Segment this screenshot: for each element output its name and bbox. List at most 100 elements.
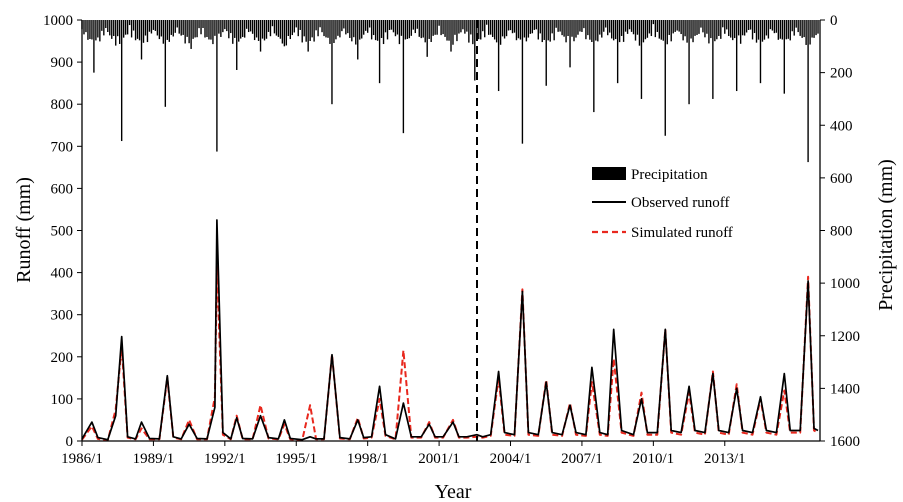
- precip-bar: [670, 20, 672, 42]
- precip-bar: [285, 20, 288, 46]
- precip-bar: [728, 20, 730, 37]
- precip-bar: [573, 20, 575, 42]
- precip-bar: [95, 20, 97, 41]
- precip-bar: [672, 20, 674, 34]
- precip-bar: [805, 20, 807, 45]
- precip-bar: [807, 20, 809, 163]
- precip-bar: [654, 20, 657, 38]
- precip-bar: [501, 20, 504, 37]
- precip-bar: [474, 20, 476, 81]
- precip-bar: [614, 20, 617, 40]
- precip-bar: [299, 20, 301, 30]
- precip-bar: [430, 20, 432, 42]
- precip-bar: [402, 20, 405, 134]
- x-tick-label: 2001/1: [418, 451, 460, 467]
- precip-bar: [438, 20, 440, 26]
- precip-bar: [212, 20, 214, 45]
- precip-bar: [724, 20, 726, 34]
- precip-bar: [803, 20, 805, 38]
- precip-bar: [289, 20, 291, 40]
- precip-bar: [557, 20, 559, 32]
- precip-bar: [622, 20, 625, 42]
- precip-bar: [595, 20, 597, 41]
- left-tick-label: 100: [51, 392, 74, 408]
- precip-bar: [436, 20, 438, 35]
- precip-bar: [527, 20, 530, 38]
- precip-bar: [569, 20, 571, 68]
- precip-bar: [519, 20, 522, 40]
- precip-bar: [771, 20, 774, 31]
- precip-bar: [486, 20, 488, 25]
- precip-bar: [444, 20, 446, 37]
- precip-bar: [607, 20, 609, 36]
- precip-bar: [660, 20, 662, 40]
- precip-bar: [355, 20, 357, 45]
- precip-bar: [775, 20, 778, 33]
- precip-bar: [509, 20, 512, 31]
- precip-bar: [599, 20, 601, 35]
- x-tick-label: 2007/1: [561, 451, 603, 467]
- precip-bar: [388, 20, 391, 31]
- precip-bar: [99, 20, 101, 42]
- precip-bar: [497, 20, 500, 92]
- precip-bar: [658, 20, 660, 39]
- left-axis-ticks: 0 100 200 300 400 500 600 700 800 900 1000: [43, 13, 82, 450]
- precip-bar: [188, 20, 190, 44]
- precip-bar: [581, 20, 583, 32]
- precip-bar: [194, 20, 196, 38]
- precip-bar: [682, 20, 684, 41]
- precip-bar: [547, 20, 549, 41]
- left-tick-label: 400: [51, 266, 74, 282]
- left-tick-label: 0: [66, 434, 74, 450]
- right-tick-label: 1600: [830, 434, 860, 450]
- precip-bar: [329, 20, 331, 44]
- precip-bar: [111, 20, 113, 39]
- precip-bar: [370, 20, 373, 40]
- precip-bar: [158, 20, 161, 40]
- precip-bar: [726, 20, 728, 30]
- x-tick-label: 2013/1: [704, 451, 746, 467]
- precip-bar: [773, 20, 776, 34]
- precip-bar: [424, 20, 426, 43]
- precip-bar: [347, 20, 349, 34]
- x-tick-label: 1998/1: [347, 451, 389, 467]
- precip-bar: [489, 20, 492, 35]
- precip-bar: [493, 20, 496, 40]
- precip-bar: [190, 20, 192, 49]
- precip-bar: [722, 20, 724, 28]
- precip-bar: [247, 20, 250, 33]
- precip-bar: [257, 20, 260, 41]
- precip-bar: [795, 20, 797, 28]
- precip-bar: [113, 20, 115, 36]
- precip-bar: [523, 20, 526, 38]
- precip-bar: [696, 20, 698, 35]
- precip-bar: [105, 20, 107, 29]
- precip-bar: [799, 20, 801, 36]
- precip-bar: [107, 20, 109, 33]
- precip-bar: [468, 20, 470, 43]
- precip-bar: [410, 20, 413, 36]
- precip-bar: [426, 20, 428, 57]
- precip-bar: [156, 20, 159, 36]
- precip-bar: [172, 20, 174, 37]
- precip-bar: [666, 20, 668, 45]
- precip-bar: [432, 20, 434, 36]
- precip-bar: [636, 20, 639, 35]
- precip-bar: [134, 20, 137, 41]
- precip-bar: [593, 20, 595, 113]
- precip-bar: [472, 20, 474, 45]
- precip-bar: [128, 20, 131, 26]
- precip-bar: [162, 20, 165, 44]
- right-tick-label: 200: [830, 66, 853, 82]
- right-tick-label: 0: [830, 13, 838, 29]
- precip-bar: [230, 20, 232, 34]
- precip-bar: [166, 20, 168, 40]
- precip-bar: [234, 20, 236, 38]
- precip-bar: [384, 20, 387, 33]
- precip-bar: [678, 20, 680, 32]
- precip-bar: [531, 20, 534, 34]
- precip-bar: [507, 20, 510, 31]
- precip-bar: [640, 20, 643, 99]
- precip-bar: [650, 20, 653, 37]
- precip-bar: [236, 20, 238, 70]
